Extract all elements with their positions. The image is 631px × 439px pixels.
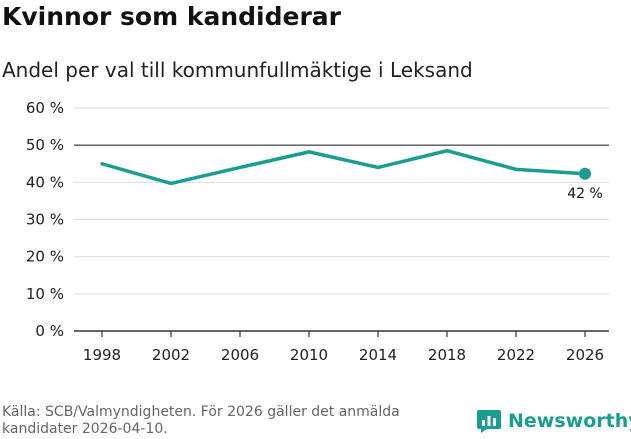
brand-name: Newsworthy <box>508 410 631 432</box>
x-tick-label: 2014 <box>359 346 397 364</box>
series-line <box>100 148 587 186</box>
x-tick-label: 1998 <box>83 346 121 364</box>
y-tick-label: 20 % <box>26 248 64 266</box>
y-tick-label: 10 % <box>26 285 64 303</box>
end-point-marker <box>579 167 591 180</box>
y-tick-label: 50 % <box>26 136 64 154</box>
y-tick-label: 60 % <box>26 99 64 117</box>
y-tick-label: 0 % <box>35 322 64 340</box>
x-tick-label: 2010 <box>290 346 328 364</box>
chart-subtitle: Andel per val till kommunfullmäktige i L… <box>2 58 473 82</box>
x-tick-label: 2026 <box>566 346 604 364</box>
x-tick-label: 2018 <box>428 346 466 364</box>
y-tick-label: 30 % <box>26 211 64 229</box>
y-tick-label: 40 % <box>26 173 64 191</box>
brand[interactable]: Newsworthy <box>476 408 631 434</box>
source-note: Källa: SCB/Valmyndigheten. För 2026 gäll… <box>2 404 400 437</box>
end-value-label: 42 % <box>567 186 603 202</box>
chart-title: Kvinnor som kandiderar <box>2 2 341 31</box>
x-tick-label: 2006 <box>221 346 259 364</box>
x-tick-label: 2002 <box>152 346 190 364</box>
newsworthy-logo-icon <box>477 410 501 433</box>
line-chart: 0 % 10 % 20 % 30 % 40 % 50 % 60 % 1998 2002 2006 2… <box>26 99 609 364</box>
x-tick-label: 2022 <box>497 346 535 364</box>
